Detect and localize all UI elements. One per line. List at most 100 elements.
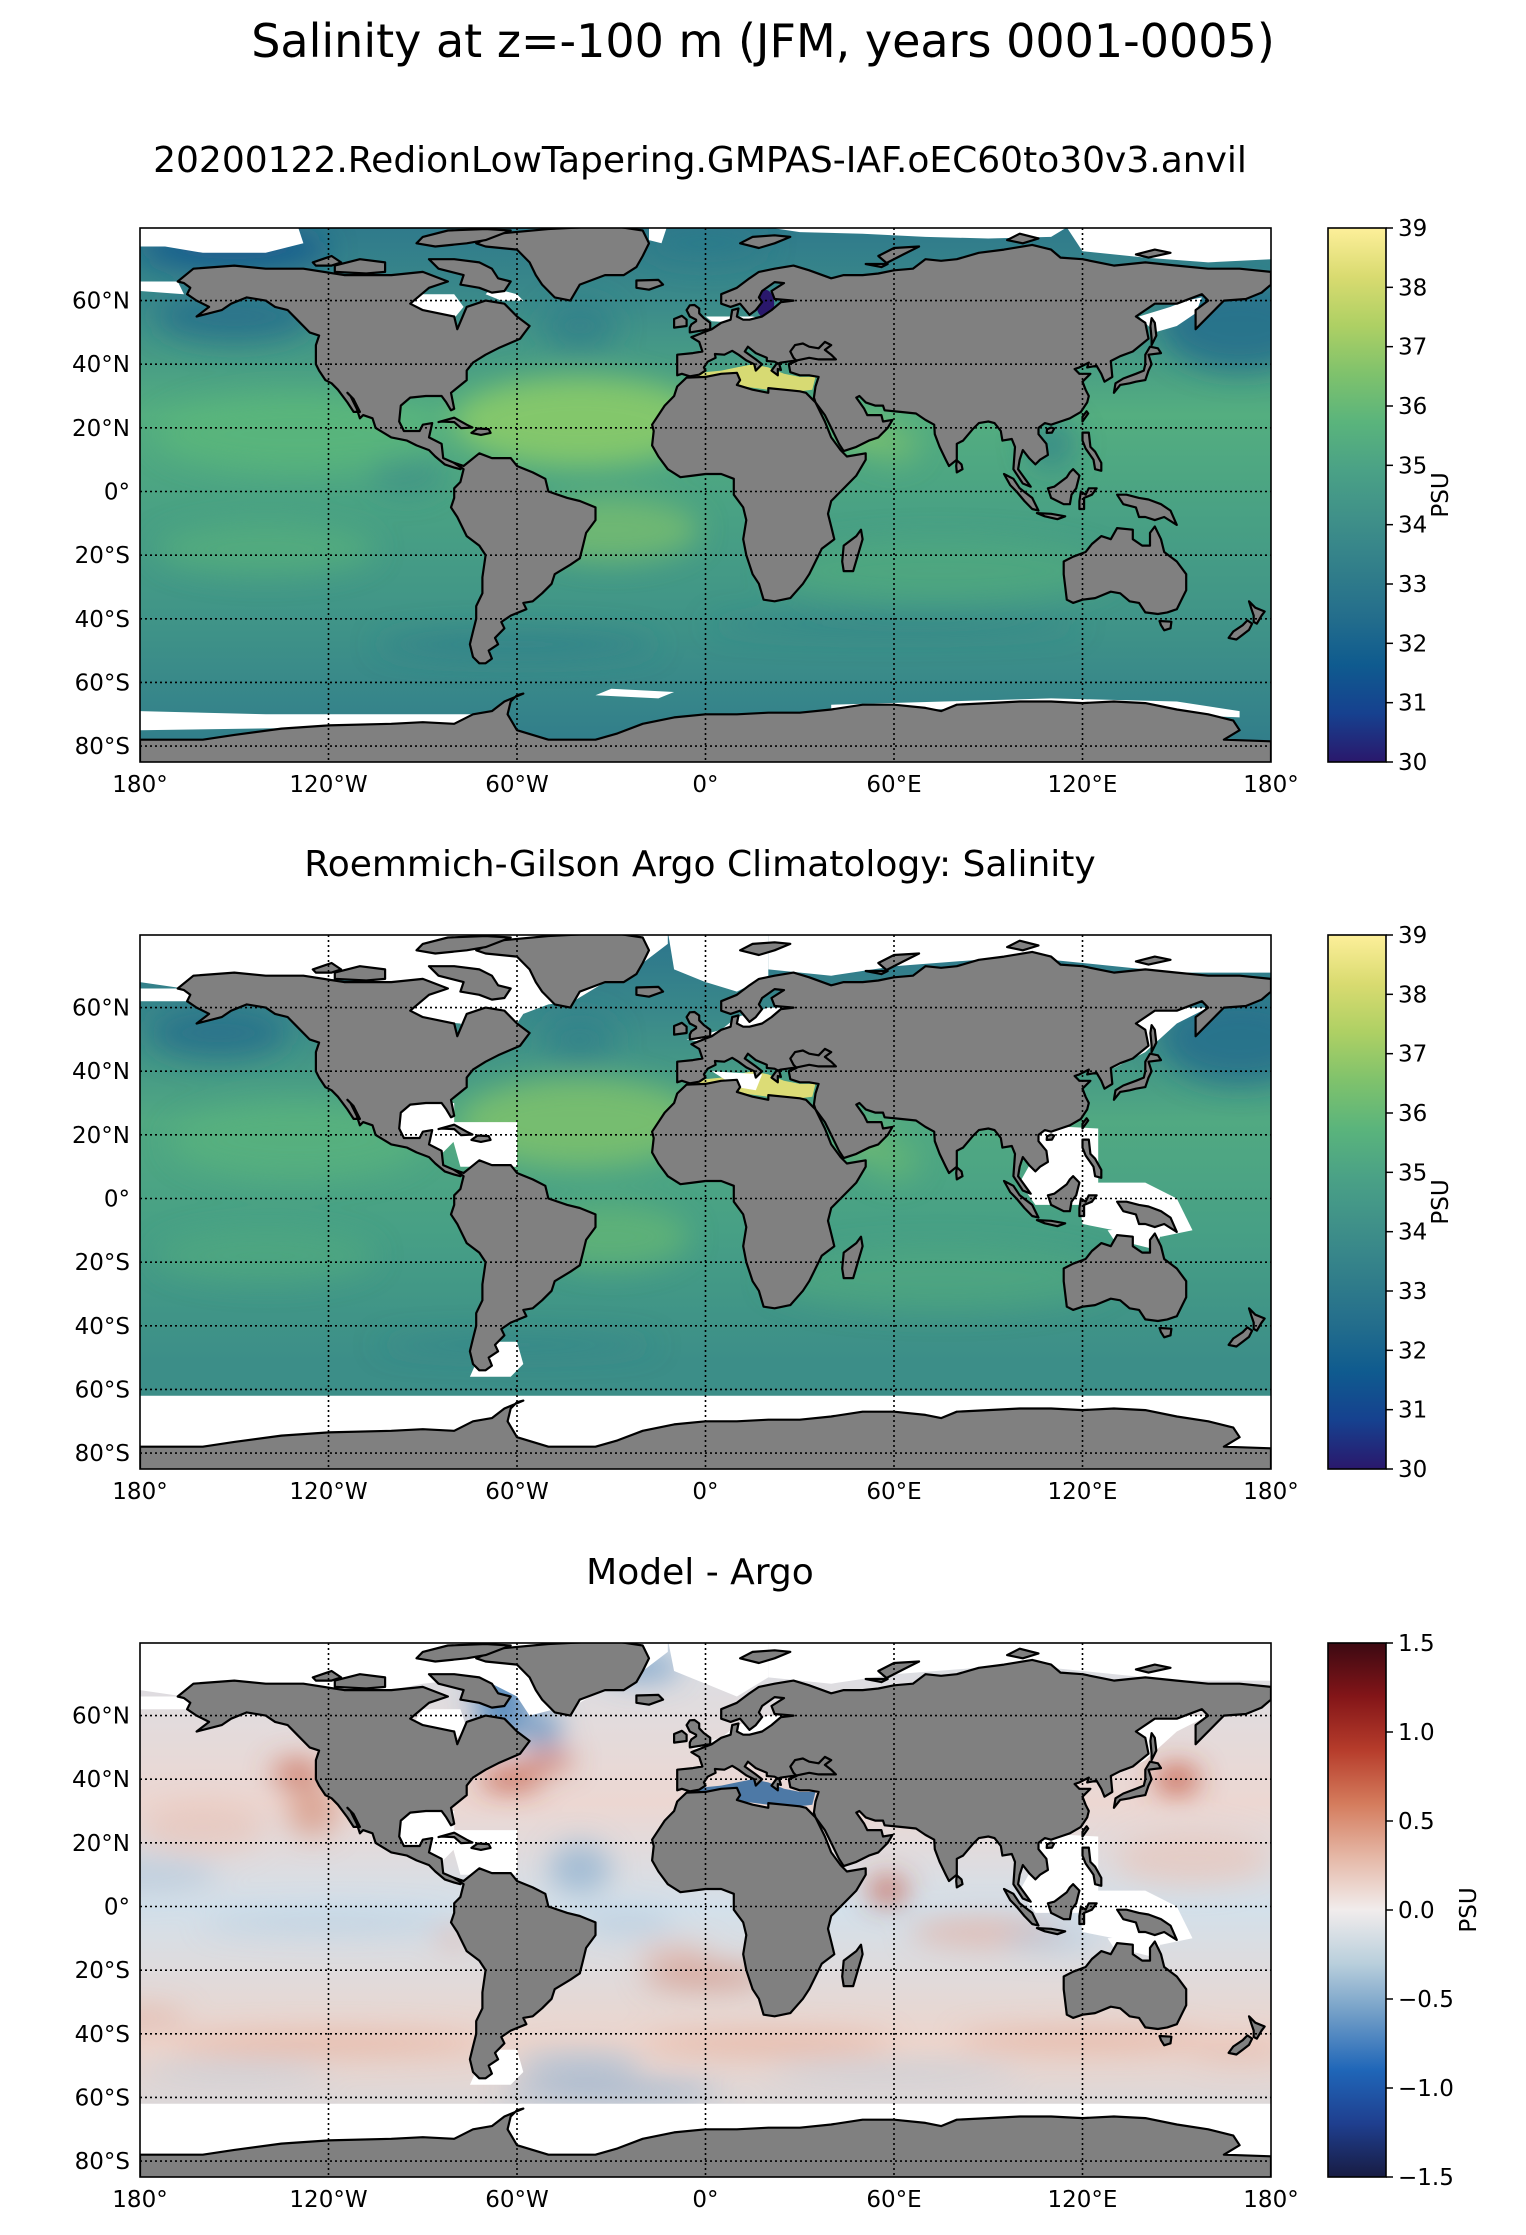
land-greenland	[475, 228, 651, 302]
colorbar-scale	[1327, 934, 1387, 1470]
lon-tick-label: 0°	[692, 2187, 718, 2213]
colorbar: −1.5 −1.0 −0.5 0.0 0.5 1.0 1.5 PSU	[1327, 1631, 1482, 2191]
salinity-anomaly	[523, 1750, 574, 1770]
lon-tick-label: 120°E	[1048, 1479, 1118, 1505]
land-sulawesi	[1078, 1902, 1098, 1926]
salinity-anomaly	[460, 1077, 700, 1167]
missing-data	[140, 228, 304, 253]
land-baffin	[427, 258, 512, 294]
land-hainan	[1045, 1133, 1056, 1141]
salinity-anomaly	[140, 2065, 329, 2079]
lat-tick-label: 60°N	[72, 1704, 130, 1730]
mediterranean-sea	[689, 1779, 816, 1807]
land-greenland	[475, 935, 651, 1009]
land-banks	[311, 1669, 343, 1682]
land-borneo	[1046, 1883, 1081, 1921]
land-tasmania	[1158, 619, 1173, 632]
salinity-anomaly	[868, 1877, 907, 1904]
panel-3-title: Model - Argo	[586, 1552, 814, 1593]
lon-tick-label: 60°E	[866, 2187, 921, 2213]
land	[140, 935, 1271, 1469]
land-hispaniola	[470, 427, 492, 436]
land-hainan	[1045, 426, 1056, 434]
land-japan	[1112, 1760, 1163, 1809]
salinity-anomaly	[768, 2065, 1020, 2079]
land-tasmania	[1158, 2034, 1173, 2047]
land-eurasia	[676, 1658, 1271, 1903]
land-ireland	[673, 1729, 688, 1744]
colorbar-tick-label: −1.0	[1398, 2076, 1454, 2102]
land-svalbard	[739, 941, 792, 957]
lat-tick-label: 20°N	[72, 1123, 130, 1149]
salinity-anomaly	[287, 1785, 338, 1837]
land-iceland	[635, 278, 665, 291]
colorbar-label: PSU	[1428, 472, 1454, 517]
lat-tick-label: 40°N	[72, 1059, 130, 1085]
salinity-anomaly	[517, 2052, 643, 2079]
missing-data	[772, 228, 1066, 239]
colorbar-tick-label: −1.5	[1398, 2165, 1454, 2191]
lon-tick-label: 180°	[1243, 2187, 1298, 2213]
lon-tick-label: 120°E	[1048, 2187, 1118, 2213]
land-hispaniola	[470, 1134, 492, 1143]
land-eurasia	[676, 950, 1271, 1195]
salinity-anomaly	[579, 1909, 675, 1936]
land	[140, 1643, 1271, 2177]
colorbar-tick-label: 32	[1398, 1338, 1427, 1364]
land-srilanka	[955, 1874, 964, 1889]
land-sakhalin	[1149, 317, 1158, 347]
salinity-anomaly	[1004, 1925, 1099, 1952]
map-panel-3: 60°N 40°N 20°N 0° 20°S 40°S 60°S 80°S 180° 120°W 6…	[72, 1631, 1482, 2213]
lat-tick-label: 80°S	[75, 2149, 130, 2175]
salinity-anomaly	[1114, 1833, 1271, 1885]
lat-tick-label: 40°S	[75, 2022, 130, 2048]
land-gbritain	[685, 1010, 712, 1041]
land-srilanka	[955, 1166, 964, 1181]
colorbar-tick-label: 1.5	[1398, 1631, 1435, 1657]
lon-tick-label: 120°W	[289, 2187, 367, 2213]
land-philippines	[1081, 1138, 1103, 1179]
land-antarctica	[140, 1399, 1271, 1469]
land-sakhalin	[1149, 1023, 1158, 1054]
land-iceland	[635, 985, 665, 998]
lon-tick-label: 120°E	[1048, 772, 1118, 798]
land-borneo	[1046, 468, 1081, 506]
colorbar-tick-label: 36	[1398, 394, 1427, 420]
land-newzealand_s	[1227, 1326, 1254, 1348]
colorbar-tick-label: 0.5	[1398, 1809, 1435, 1835]
land-newzealand_n	[1247, 1307, 1266, 1332]
land-svalbard	[739, 1649, 792, 1665]
land-ireland	[673, 1021, 688, 1036]
gridlines	[140, 228, 1271, 762]
land-southamerica	[449, 452, 597, 665]
gridlines	[140, 1643, 1271, 2177]
lon-tick-label: 180°	[1243, 1479, 1298, 1505]
missing-data	[140, 281, 184, 295]
lat-tick-label: 80°S	[75, 734, 130, 760]
colorbar-tick-label: 32	[1398, 631, 1427, 657]
salinity-anomaly	[542, 300, 618, 352]
salinity-anomaly	[642, 228, 769, 263]
land-tasmania	[1158, 1326, 1173, 1339]
lon-tick-label: 0°	[692, 772, 718, 798]
land-borneo	[1046, 1175, 1081, 1213]
land-srilanka	[955, 459, 964, 474]
colorbar-tick-label: 37	[1398, 335, 1427, 361]
land-newzealand_n	[1247, 600, 1266, 625]
lat-tick-label: 40°N	[72, 1767, 130, 1793]
land-newzealand_n	[1247, 2015, 1266, 2040]
land-japan	[1112, 345, 1163, 394]
lon-tick-label: 180°	[112, 2187, 167, 2213]
salinity-anomaly	[155, 523, 376, 575]
salinity-anomaly	[705, 615, 1083, 635]
salinity-anomaly	[140, 1801, 266, 1853]
land-australia	[1062, 525, 1188, 616]
salinity-anomaly	[501, 2084, 722, 2098]
map-panel-2: 60°N 40°N 20°N 0° 20°S 40°S 60°S 80°S 180° 120°W 6…	[72, 923, 1454, 1505]
map-area	[140, 228, 1271, 762]
land-victoria	[333, 965, 387, 982]
land-sumatra	[1002, 1179, 1040, 1219]
lat-tick-label: 20°N	[72, 1831, 130, 1857]
land-greenland	[475, 1643, 651, 1717]
salinity-anomaly	[140, 2005, 188, 2031]
